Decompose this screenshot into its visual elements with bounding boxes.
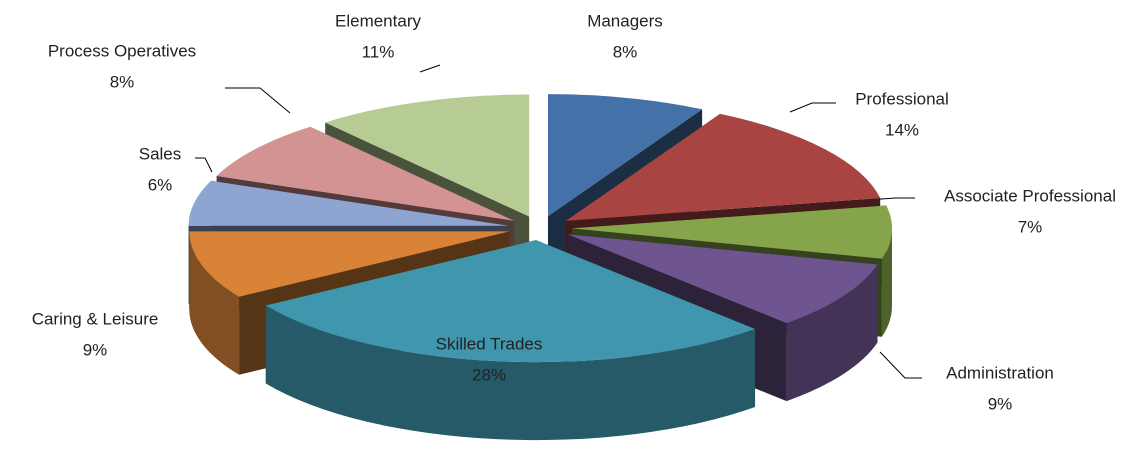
value-label: 14% [885, 120, 919, 139]
slice-top [265, 240, 756, 363]
slice [265, 240, 756, 441]
slice-top [567, 234, 878, 324]
leader-line [879, 351, 922, 379]
slice-top [547, 94, 703, 217]
slice-outer-wall [786, 264, 878, 402]
category-label: Associate Professional [944, 186, 1116, 205]
category-label: Managers [587, 11, 663, 30]
slices [188, 94, 892, 441]
value-label: 6% [148, 175, 173, 194]
slice-outer-wall [189, 231, 240, 375]
leader-line [419, 64, 441, 73]
slice-top [188, 180, 509, 226]
category-label: Process Operatives [48, 41, 196, 60]
labels: Managers 8% Professional 14% Associate Profe… [32, 11, 1116, 413]
slice-top [189, 231, 510, 297]
slice-top [571, 205, 892, 259]
value-label: 11% [362, 42, 395, 61]
value-label: 9% [83, 340, 108, 359]
category-label: Sales [139, 144, 182, 163]
category-label: Elementary [335, 11, 421, 30]
value-label: 9% [988, 394, 1013, 413]
value-label: 8% [110, 72, 135, 91]
leader-line [789, 102, 836, 113]
leader-line [195, 157, 213, 173]
slice-top [565, 113, 881, 221]
category-label: Professional [855, 89, 949, 108]
slice-top [325, 94, 530, 217]
category-label: Administration [946, 363, 1054, 382]
slice-outer-wall [265, 305, 756, 441]
value-label: 28% [472, 365, 506, 384]
value-label: 7% [1018, 217, 1043, 236]
slice-top [216, 126, 515, 221]
leader-line [225, 87, 291, 114]
category-label: Caring & Leisure [32, 309, 159, 328]
slice-outer-wall [881, 228, 892, 337]
value-label: 8% [613, 42, 638, 61]
category-label: Skilled Trades [436, 334, 543, 353]
